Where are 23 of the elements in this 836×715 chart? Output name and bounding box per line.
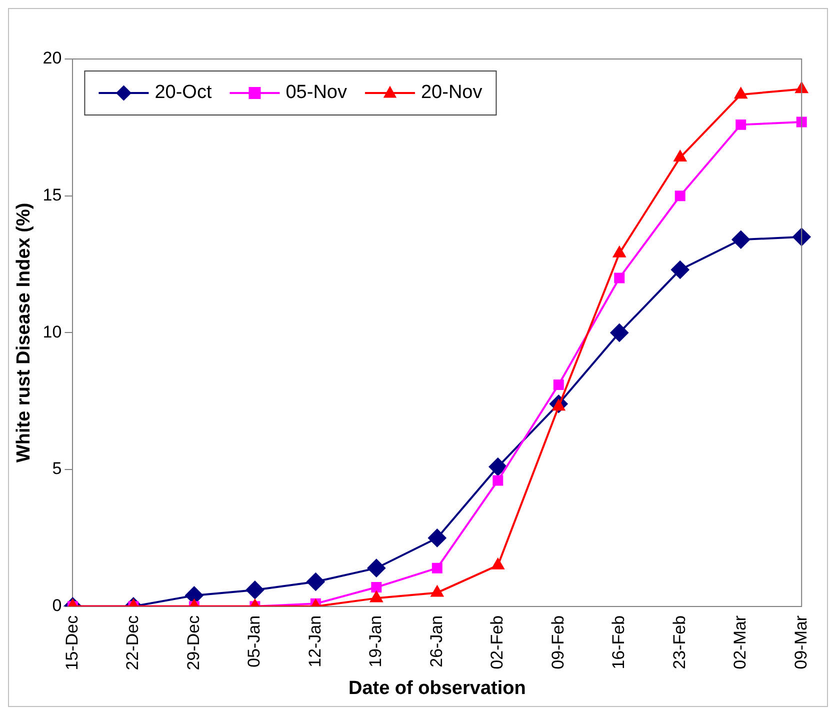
x-tick-label: 19-Jan (366, 615, 386, 668)
x-tick-label: 26-Jan (426, 615, 446, 668)
x-tick-label: 22-Dec (123, 614, 142, 670)
legend-label: 20-Nov (420, 82, 483, 104)
y-tick-label: 15 (42, 186, 62, 205)
x-tick-label: 09-Feb (548, 615, 568, 670)
y-tick-label: 10 (42, 322, 62, 342)
x-tick-label: 09-Mar (791, 615, 810, 670)
x-tick-label: 02-Feb (488, 615, 507, 670)
x-tick-label: 05-Jan (244, 615, 264, 668)
x-tick-label: 29-Dec (184, 614, 203, 670)
y-tick-label: 0 (52, 596, 62, 616)
y-axis-title: White rust Disease Index (%) (14, 202, 35, 463)
x-tick-label: 23-Feb (670, 615, 689, 670)
x-tick-label: 15-Dec (62, 614, 82, 670)
x-axis-title: Date of observation (348, 678, 526, 699)
legend-label: 05-Nov (286, 82, 348, 104)
y-tick-label: 20 (42, 48, 62, 68)
x-tick-label: 02-Mar (730, 615, 750, 670)
x-tick-label: 12-Jan (305, 615, 324, 668)
legend-label: 20-Oct (154, 82, 212, 104)
y-tick-label: 5 (52, 459, 62, 478)
x-tick-label: 16-Feb (609, 615, 628, 670)
